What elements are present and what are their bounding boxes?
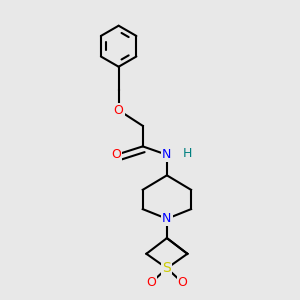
Text: O: O — [178, 276, 188, 289]
Text: S: S — [163, 261, 171, 275]
Text: O: O — [146, 276, 156, 289]
Text: N: N — [162, 148, 172, 161]
Text: O: O — [111, 148, 121, 161]
Text: O: O — [114, 104, 124, 117]
Text: H: H — [183, 147, 192, 160]
Text: N: N — [162, 212, 172, 225]
